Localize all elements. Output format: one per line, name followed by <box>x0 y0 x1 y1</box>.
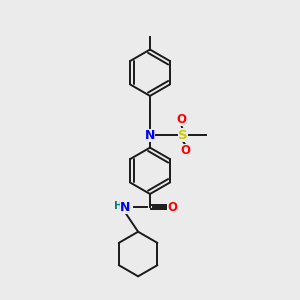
Text: N: N <box>145 129 155 142</box>
Text: S: S <box>178 129 188 142</box>
Text: O: O <box>176 113 186 126</box>
Text: O: O <box>181 144 191 157</box>
Text: O: O <box>167 201 177 214</box>
Text: H: H <box>114 201 123 211</box>
Text: N: N <box>120 201 130 214</box>
